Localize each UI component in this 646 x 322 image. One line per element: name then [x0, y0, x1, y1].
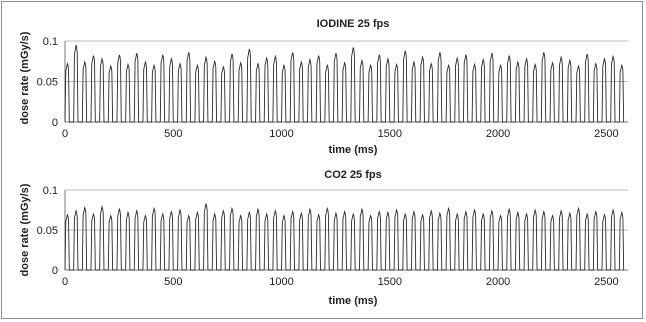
y-axis-label: dose rate (mGy/s) [19, 183, 31, 276]
chart-title: IODINE 25 fps [317, 18, 390, 30]
y-tick-label: 0 [52, 265, 58, 277]
x-tick-label: 1000 [269, 128, 293, 140]
y-tick-label: 0.1 [43, 36, 58, 48]
x-tick-label: 0 [62, 128, 68, 140]
y-axis-label: dose rate (mGy/s) [19, 31, 31, 124]
y-tick-label: 0.05 [37, 77, 58, 89]
x-tick-label: 1000 [269, 276, 293, 288]
x-axis-label: time (ms) [329, 295, 378, 307]
chart-co2: CO2 25 fps 0 0.05 0.1 0 500 1000 1500 2000 2500… [19, 169, 628, 307]
series-line [64, 44, 625, 123]
y-tick-labels: 0 0.05 0.1 [37, 185, 58, 277]
x-tick-label: 500 [164, 276, 182, 288]
x-tick-label: 2000 [486, 276, 510, 288]
x-tick-label: 1500 [378, 128, 402, 140]
chart-iodine: IODINE 25 fps 0 0.05 0.1 0 500 1000 1500 2000 2… [19, 18, 628, 156]
x-tick-label: 1500 [378, 276, 402, 288]
x-tick-labels: 0 500 1000 1500 2000 2500 [62, 128, 619, 140]
x-tick-label: 0 [62, 276, 68, 288]
x-tick-label: 500 [164, 128, 182, 140]
series-line [64, 203, 625, 271]
y-tick-labels: 0 0.05 0.1 [37, 36, 58, 129]
chart-title: CO2 25 fps [324, 169, 381, 181]
x-tick-label: 2500 [594, 128, 618, 140]
x-tick-labels: 0 500 1000 1500 2000 2500 [62, 276, 619, 288]
y-tick-label: 0.1 [43, 185, 58, 197]
y-tick-label: 0.05 [37, 225, 58, 237]
x-tick-label: 2500 [594, 276, 618, 288]
x-axis-label: time (ms) [329, 144, 378, 156]
x-tick-label: 2000 [486, 128, 510, 140]
y-tick-label: 0 [52, 117, 58, 129]
